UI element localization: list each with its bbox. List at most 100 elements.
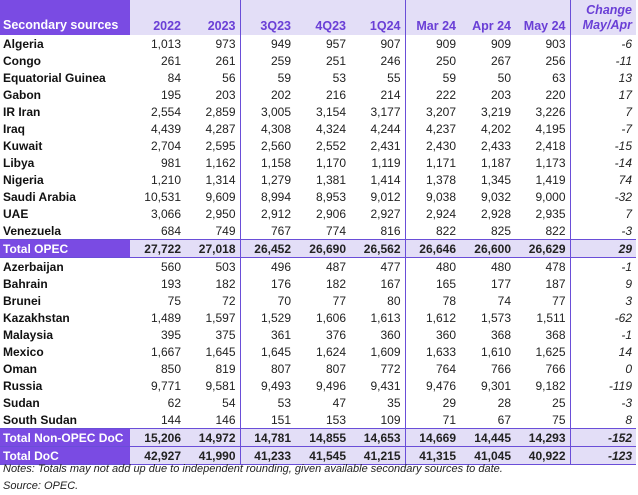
cell-value: 14,972 <box>185 428 241 447</box>
cell-value: 1,645 <box>185 343 241 360</box>
cell-value: 2,418 <box>515 137 571 154</box>
cell-value: 53 <box>277 395 291 410</box>
cell-value: 764 <box>435 361 456 376</box>
cell-value: 259 <box>270 53 291 68</box>
source: Source: OPEC. <box>3 480 79 492</box>
cell-value: 368 <box>490 327 511 342</box>
cell-value: 3,154 <box>315 104 346 119</box>
cell-value: 246 <box>350 52 406 69</box>
cell-value: 4,202 <box>480 121 511 136</box>
row-label: Russia <box>3 378 43 393</box>
cell-value: 53 <box>332 70 346 85</box>
cell-value: 14,445 <box>460 428 515 447</box>
table-row: Sudan 62 54 53 47 35 29 28 25 -3 <box>0 394 636 411</box>
row-label: UAE <box>3 206 29 221</box>
cell-value: 957 <box>325 36 346 51</box>
cell-value: 1,173 <box>515 154 571 171</box>
table-row: Venezuela 684 749 767 774 816 822 825 822 -3 <box>0 222 636 240</box>
cell-value: 220 <box>515 86 571 103</box>
table-row: Kazakhstan 1,489 1,597 1,529 1,606 1,613 1,612… <box>0 309 636 326</box>
table-row: UAE 3,066 2,950 2,912 2,906 2,927 2,924 2,928 2,… <box>0 205 636 222</box>
change-value: -1 <box>621 327 632 342</box>
column-header: Apr 24 <box>460 0 515 35</box>
cell-value: 2,431 <box>350 137 406 154</box>
cell-value: 1,610 <box>480 344 511 359</box>
cell-value: 1,625 <box>515 343 571 360</box>
cell-value: 973 <box>185 35 241 52</box>
row-label: Azerbaijan <box>3 259 64 274</box>
cell-value: 15,206 <box>130 428 185 447</box>
cell-value: 360 <box>350 326 406 343</box>
change-line2: May/Apr <box>582 18 632 32</box>
cell-value: 3,005 <box>260 104 291 119</box>
cell-value: 151 <box>270 412 291 427</box>
column-header: 1Q24 <box>350 0 406 35</box>
table-row: Brunei 75 72 70 77 80 78 74 77 3 <box>0 292 636 309</box>
row-label: Equatorial Guinea <box>3 70 106 85</box>
cell-value: 8,953 <box>315 189 346 204</box>
cell-value: 9,431 <box>350 377 406 394</box>
cell-value: 822 <box>435 223 456 238</box>
cell-value: 1,489 <box>150 310 181 325</box>
table-row: Equatorial Guinea 84 56 59 53 55 59 50 63 13 <box>0 69 636 86</box>
change-value: 74 <box>618 172 632 187</box>
cell-value: 9,496 <box>315 378 346 393</box>
cell-value: 14,653 <box>350 428 406 447</box>
cell-value: 26,629 <box>515 239 571 258</box>
cell-value: 203 <box>185 86 241 103</box>
cell-value: 2,552 <box>315 138 346 153</box>
cell-value: 1,210 <box>150 172 181 187</box>
cell-value: 480 <box>490 259 511 274</box>
cell-value: 26,646 <box>405 239 460 258</box>
change-value: -123 <box>570 446 636 465</box>
cell-value: 261 <box>185 52 241 69</box>
cell-value: 35 <box>350 394 406 411</box>
total-row: Total OPEC 27,722 27,018 26,452 26,690 26,562… <box>0 239 636 258</box>
change-value: 7 <box>625 104 632 119</box>
row-label: Bahrain <box>3 276 48 291</box>
cell-value: 251 <box>325 53 346 68</box>
cell-value: 3,226 <box>515 103 571 120</box>
column-header: 2022 <box>130 0 185 35</box>
cell-value: 176 <box>270 276 291 291</box>
column-header: 3Q23 <box>240 0 295 35</box>
cell-value: 361 <box>270 327 291 342</box>
cell-value: 1,170 <box>315 155 346 170</box>
cell-value: 267 <box>490 53 511 68</box>
cell-value: 26,690 <box>295 239 350 258</box>
cell-value: 56 <box>185 69 241 86</box>
row-label: Libya <box>3 155 35 170</box>
cell-value: 2,906 <box>315 206 346 221</box>
cell-value: 2,950 <box>185 205 241 222</box>
change-value: 9 <box>625 276 632 291</box>
cell-value: 1,573 <box>480 310 511 325</box>
cell-value: 2,928 <box>480 206 511 221</box>
cell-value: 1,414 <box>350 171 406 188</box>
table-row: Congo 261 261 259 251 246 250 267 256 -11 <box>0 52 636 69</box>
cell-value: 3,066 <box>150 206 181 221</box>
cell-value: 67 <box>497 412 511 427</box>
change-value: -3 <box>621 395 632 410</box>
change-value: -11 <box>615 53 632 68</box>
cell-value: 360 <box>435 327 456 342</box>
cell-value: 27,722 <box>130 239 185 258</box>
cell-value: 1,187 <box>480 155 511 170</box>
cell-value: 214 <box>350 86 406 103</box>
change-value: -15 <box>614 138 632 153</box>
cell-value: 1,613 <box>350 309 406 326</box>
table-row: Saudi Arabia 10,531 9,609 8,994 8,953 9,012 9,… <box>0 188 636 205</box>
cell-value: 487 <box>325 259 346 274</box>
cell-value: 109 <box>350 411 406 429</box>
cell-value: 1,645 <box>260 344 291 359</box>
cell-value: 909 <box>490 36 511 51</box>
cell-value: 14,855 <box>295 428 350 447</box>
cell-value: 9,476 <box>425 378 456 393</box>
cell-value: 72 <box>185 292 241 309</box>
cell-value: 41,045 <box>460 446 515 465</box>
cell-value: 59 <box>442 70 456 85</box>
cell-value: 819 <box>185 360 241 377</box>
column-header: 2023 <box>185 0 241 35</box>
cell-value: 14,781 <box>240 428 295 447</box>
table-row: Gabon 195 203 202 216 214 222 203 220 17 <box>0 86 636 103</box>
cell-value: 77 <box>332 293 346 308</box>
